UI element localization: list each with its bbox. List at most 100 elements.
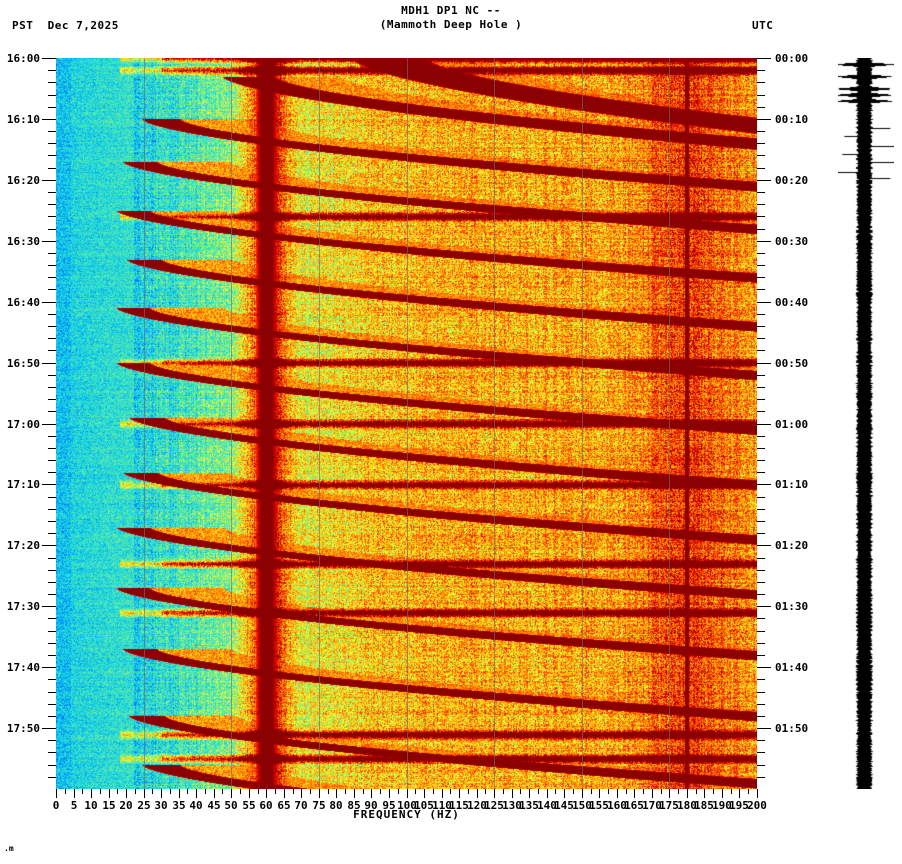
utc-minor-tick: [757, 350, 765, 351]
utc-tick-label: 00:50: [775, 357, 809, 370]
freq-minor-tick: [65, 789, 66, 794]
utc-minor-tick: [757, 411, 765, 412]
utc-minor-tick: [757, 643, 765, 644]
pst-minor-tick: [48, 655, 56, 656]
freq-minor-tick: [608, 789, 609, 794]
freq-major-tick: [126, 789, 127, 798]
utc-tick-label: 01:10: [775, 478, 809, 491]
spectrogram-plot[interactable]: [56, 58, 757, 789]
chart-title-block: MDH1 DP1 NC -- (Mammoth Deep Hole ): [0, 4, 902, 32]
utc-minor-tick: [757, 594, 765, 595]
freq-minor-tick: [591, 789, 592, 794]
pst-tick-label: 16:00: [6, 52, 40, 65]
time-axis-utc: 00:00 00:10 00:20 00:30 00:40 00:50 01:00 01:10…: [757, 53, 837, 789]
freq-major-tick: [459, 789, 460, 798]
pst-minor-tick: [48, 533, 56, 534]
utc-major-tick: [757, 728, 771, 729]
pst-major-tick: [42, 667, 56, 668]
utc-minor-tick: [757, 326, 765, 327]
pst-minor-tick: [48, 618, 56, 619]
freq-tick-label: 115: [449, 799, 469, 812]
freq-tick-label: 135: [519, 799, 539, 812]
freq-tick-label: 50: [224, 799, 238, 812]
station-code-title: MDH1 DP1 NC --: [401, 4, 501, 17]
pst-minor-tick: [48, 326, 56, 327]
freq-minor-tick: [117, 789, 118, 794]
utc-minor-tick: [757, 436, 765, 437]
freq-minor-tick: [293, 789, 294, 794]
utc-major-tick: [757, 484, 771, 485]
freq-minor-tick: [678, 789, 679, 794]
freq-minor-tick: [310, 789, 311, 794]
utc-minor-tick: [757, 399, 765, 400]
freq-tick-label: 60: [259, 799, 273, 812]
freq-minor-tick: [380, 789, 381, 794]
utc-major-tick: [757, 302, 771, 303]
freq-minor-tick: [398, 789, 399, 794]
freq-tick-label: 185: [694, 799, 714, 812]
pst-minor-tick: [48, 387, 56, 388]
pst-minor-tick: [48, 253, 56, 254]
pst-minor-tick: [48, 216, 56, 217]
helicorder-trace[interactable]: [838, 58, 894, 789]
utc-minor-tick: [757, 338, 765, 339]
freq-major-tick: [564, 789, 565, 798]
freq-major-tick: [407, 789, 408, 798]
pst-minor-tick: [48, 631, 56, 632]
pst-major-tick: [42, 302, 56, 303]
pst-major-tick: [42, 58, 56, 59]
utc-tick-label: 01:00: [775, 418, 809, 431]
pst-major-tick: [42, 241, 56, 242]
pst-minor-tick: [48, 70, 56, 71]
freq-minor-tick: [485, 789, 486, 794]
freq-major-tick: [529, 789, 530, 798]
freq-tick-label: 25: [137, 799, 151, 812]
freq-tick-label: 30: [154, 799, 168, 812]
freq-tick-label: 150: [572, 799, 592, 812]
utc-major-tick: [757, 58, 771, 59]
utc-tick-label: 01:30: [775, 600, 809, 613]
freq-major-tick: [477, 789, 478, 798]
freq-minor-tick: [696, 789, 697, 794]
freq-minor-tick: [713, 789, 714, 794]
freq-minor-tick: [555, 789, 556, 794]
freq-tick-label: 125: [484, 799, 504, 812]
utc-major-tick: [757, 606, 771, 607]
utc-minor-tick: [757, 216, 765, 217]
utc-major-tick: [757, 180, 771, 181]
freq-minor-tick: [661, 789, 662, 794]
pst-minor-tick: [48, 716, 56, 717]
utc-minor-tick: [757, 509, 765, 510]
freq-major-tick: [617, 789, 618, 798]
freq-major-tick: [161, 789, 162, 798]
spectrogram-canvas[interactable]: [56, 58, 757, 789]
freq-tick-label: 80: [329, 799, 343, 812]
waveform-strip[interactable]: [838, 58, 894, 789]
pst-minor-tick: [48, 582, 56, 583]
freq-major-tick: [231, 789, 232, 798]
freq-minor-tick: [135, 789, 136, 794]
utc-minor-tick: [757, 704, 765, 705]
freq-major-tick: [687, 789, 688, 798]
freq-minor-tick: [503, 789, 504, 794]
freq-major-tick: [424, 789, 425, 798]
pst-tick-label: 16:30: [6, 235, 40, 248]
freq-tick-label: 165: [624, 799, 644, 812]
freq-major-tick: [179, 789, 180, 798]
pst-minor-tick: [48, 277, 56, 278]
freq-minor-tick: [415, 789, 416, 794]
utc-tick-label: 00:00: [775, 52, 809, 65]
pst-tick-label: 16:20: [6, 174, 40, 187]
corner-artifact: .m: [4, 844, 14, 853]
utc-minor-tick: [757, 289, 765, 290]
utc-tick-label: 01:40: [775, 661, 809, 674]
freq-tick-label: 40: [189, 799, 203, 812]
pst-tick-label: 16:50: [6, 357, 40, 370]
pst-minor-tick: [48, 436, 56, 437]
freq-major-tick: [757, 789, 758, 798]
utc-minor-tick: [757, 740, 765, 741]
pst-major-tick: [42, 484, 56, 485]
utc-major-tick: [757, 119, 771, 120]
pst-minor-tick: [48, 289, 56, 290]
freq-major-tick: [354, 789, 355, 798]
